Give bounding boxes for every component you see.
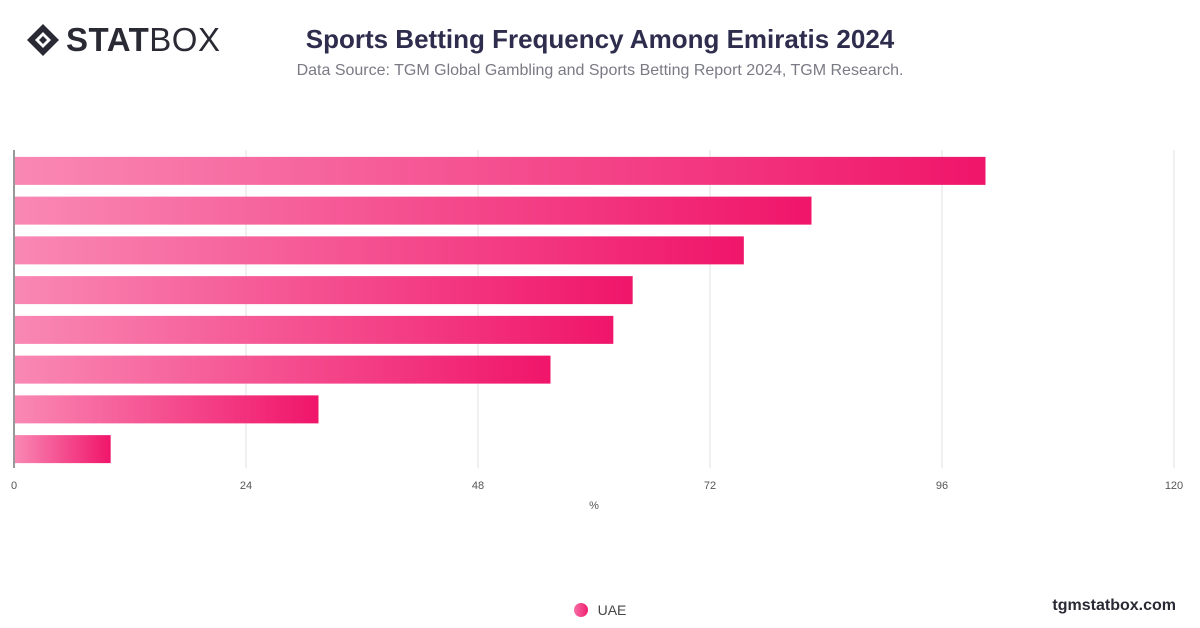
x-tick-label: 24 [240, 480, 252, 492]
bar[interactable] [15, 236, 744, 265]
chart-legend[interactable]: UAE [0, 602, 1200, 618]
bar[interactable] [15, 435, 111, 464]
chart-subtitle: Data Source: TGM Global Gambling and Spo… [296, 62, 904, 79]
bar[interactable] [15, 355, 551, 384]
legend-label-uae: UAE [597, 602, 627, 618]
bar-chart: 0 24 48 72 96 120 % [11, 150, 1183, 512]
x-tick-label: 0 [11, 480, 17, 492]
x-tick-label: 72 [704, 480, 716, 492]
bar[interactable] [15, 196, 812, 225]
diamond-logo-icon [27, 24, 59, 56]
chart-title: Sports Betting Frequency Among Emiratis … [305, 24, 895, 54]
bar[interactable] [15, 315, 614, 344]
bar[interactable] [15, 395, 319, 424]
statbox-logo[interactable]: STATBOX [26, 22, 220, 58]
legend-marker-uae [573, 603, 588, 617]
x-axis-label: % [589, 500, 599, 512]
bar[interactable] [15, 156, 986, 185]
x-tick-label: 96 [936, 480, 948, 492]
logo-text-light: BOX [149, 21, 221, 58]
logo-wordmark: STATBOX [66, 22, 220, 58]
bar[interactable] [15, 276, 633, 305]
x-tick-label: 48 [472, 480, 484, 492]
x-tick-label: 120 [1165, 480, 1183, 492]
logo-text-bold: STAT [66, 21, 150, 58]
footer-site-link[interactable]: tgmstatbox.com [1052, 597, 1176, 614]
